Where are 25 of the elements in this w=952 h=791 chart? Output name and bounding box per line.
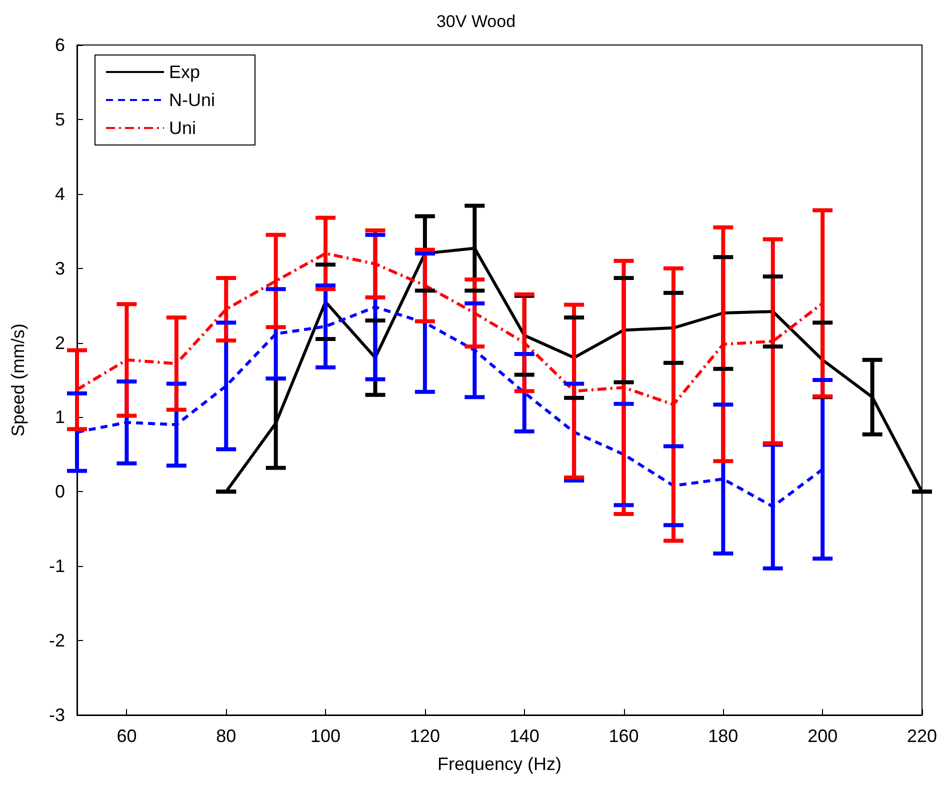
y-tick-label: 3 bbox=[54, 258, 65, 278]
y-tick-label: 1 bbox=[54, 407, 65, 428]
y-tick-label: 4 bbox=[54, 184, 65, 204]
x-tick-label: 200 bbox=[808, 726, 838, 746]
chart-title: 30V Wood bbox=[436, 12, 516, 31]
y-tick-label: -2 bbox=[48, 630, 65, 651]
legend-label: Exp bbox=[169, 62, 200, 82]
x-tick-label: 160 bbox=[608, 726, 639, 746]
y-tick-label: 2 bbox=[54, 332, 65, 353]
legend-label: Uni bbox=[169, 118, 196, 138]
x-tick-label: 220 bbox=[906, 726, 938, 746]
x-tick-label: 180 bbox=[708, 726, 738, 746]
x-axis-title: Frequency (Hz) bbox=[437, 754, 562, 774]
y-tick-label: 5 bbox=[54, 109, 65, 130]
x-tick-label: 120 bbox=[410, 726, 440, 746]
y-tick-label: 0 bbox=[54, 482, 65, 502]
y-tick-label: -1 bbox=[48, 556, 65, 576]
x-tick-label: 140 bbox=[509, 726, 540, 746]
y-axis-title: Speed (mm/s) bbox=[8, 323, 28, 437]
x-tick-label: 60 bbox=[116, 726, 137, 746]
x-tick-label: 100 bbox=[310, 726, 341, 746]
y-tick-label: -3 bbox=[48, 705, 65, 725]
legend-label: N-Uni bbox=[169, 90, 216, 110]
x-tick-label: 80 bbox=[216, 726, 236, 746]
y-tick-label: 6 bbox=[54, 35, 65, 55]
